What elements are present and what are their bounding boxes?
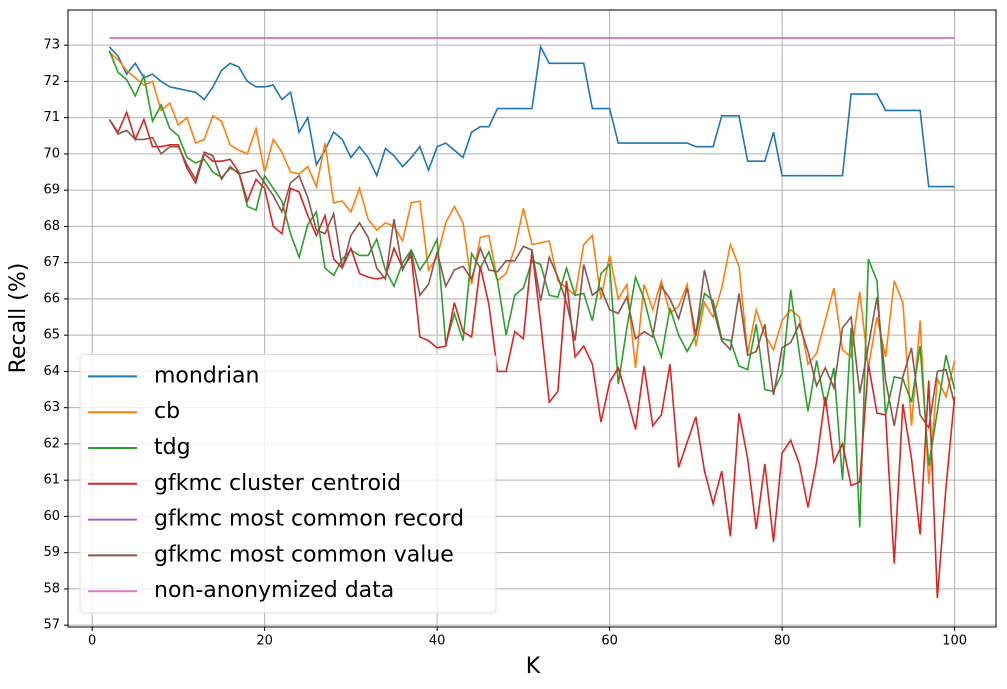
y-tick-label: 58 [43, 581, 60, 596]
y-tick-label: 59 [43, 545, 60, 560]
y-tick-label: 67 [43, 255, 60, 270]
y-tick-label: 73 [43, 38, 60, 53]
x-axis-label: K [526, 654, 541, 679]
y-axis-label: Recall (%) [6, 263, 31, 374]
legend-label: non-anonymized data [154, 578, 394, 603]
ticks: 0 20 40 60 80 100 57 58 59 60 61 62 63 64 65 66 67 68 69 70… [43, 38, 967, 649]
y-tick-label: 69 [43, 183, 60, 198]
y-tick-label: 65 [43, 328, 60, 343]
y-tick-label: 64 [43, 364, 60, 379]
legend: mondrian cb tdg gfkmc cluster centroid gfkmc… [79, 353, 497, 614]
legend-label: gfkmc most common value [154, 542, 454, 567]
lines [108, 37, 956, 599]
legend-label: gfkmc cluster centroid [154, 471, 401, 496]
legend-label: mondrian [154, 363, 259, 388]
plot-frame [67, 9, 997, 628]
x-tick-label: 40 [429, 634, 446, 649]
y-tick-label: 72 [43, 74, 60, 89]
series-line [108, 51, 956, 484]
legend-box [79, 353, 497, 614]
y-tick-label: 57 [43, 618, 60, 633]
legend-label: tdg [154, 435, 191, 460]
series-line [108, 119, 956, 430]
y-tick-label: 62 [43, 436, 60, 451]
y-tick-label: 70 [43, 146, 60, 161]
y-tick-label: 61 [43, 473, 60, 488]
x-tick-label: 20 [256, 634, 273, 649]
y-tick-label: 66 [43, 291, 60, 306]
x-tick-label: 60 [601, 634, 618, 649]
y-tick-label: 71 [43, 110, 60, 125]
legend-label: gfkmc most common record [154, 507, 464, 532]
x-tick-label: 100 [942, 634, 967, 649]
x-tick-label: 0 [88, 634, 96, 649]
legend-label: cb [154, 399, 180, 424]
series-line [108, 44, 955, 188]
x-tick-label: 80 [774, 634, 791, 649]
y-tick-label: 60 [43, 509, 60, 524]
y-tick-label: 68 [43, 219, 60, 234]
y-tick-label: 63 [43, 400, 60, 415]
